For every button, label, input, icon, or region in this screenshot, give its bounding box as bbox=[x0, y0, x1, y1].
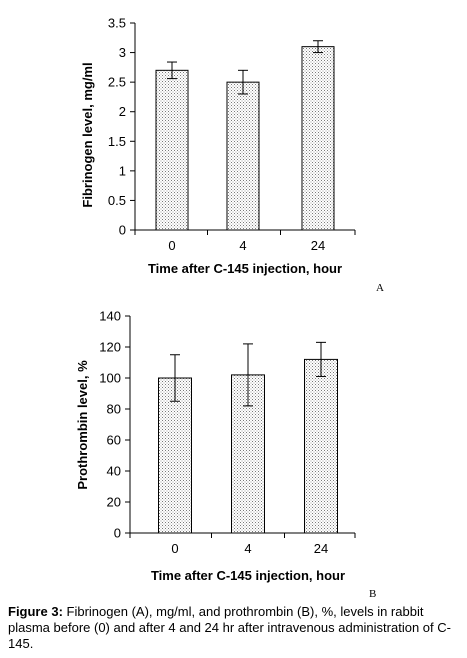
chart-a-xlabel: Time after C-145 injection, hour bbox=[148, 261, 342, 276]
chart-b-x-axis: 0 4 24 bbox=[129, 532, 356, 556]
chart-b-ylabel: Prothrombin level, % bbox=[75, 360, 90, 490]
chart-b: 0 20 40 60 80 100 120 140 0 4 24 Prothrombin leve… bbox=[75, 309, 376, 601]
chart-b-y-tick-label: 120 bbox=[99, 340, 121, 355]
chart-a-x-tick-label: 4 bbox=[239, 238, 246, 253]
chart-b-panel-label: B bbox=[369, 588, 376, 600]
chart-a-x-tick-label: 24 bbox=[311, 238, 325, 253]
chart-b-y-tick-label: 80 bbox=[107, 402, 121, 417]
chart-a-y-tick-label: 2.5 bbox=[108, 75, 126, 90]
chart-a-y-tick-label: 1.5 bbox=[108, 134, 126, 149]
chart-a-y-tick-label: 2 bbox=[119, 104, 126, 119]
figure: 0 0.5 1 1.5 2 2.5 3 3.5 0 4 24 Fibrinogen level, … bbox=[75, 16, 384, 601]
chart-b-y-tick-label: 100 bbox=[99, 371, 121, 386]
chart-a-bar bbox=[226, 81, 260, 231]
chart-a-x-axis: 0 4 24 bbox=[134, 229, 356, 253]
chart-b-bar bbox=[304, 358, 338, 534]
chart-a-y-tick-label: 0 bbox=[119, 223, 126, 238]
chart-a-x-tick-label: 0 bbox=[168, 238, 175, 253]
figure-caption: Figure 3: Fibrinogen (A), mg/ml, and pro… bbox=[8, 604, 460, 652]
chart-b-y-tick-label: 40 bbox=[107, 464, 121, 479]
chart-b-y-tick-label: 140 bbox=[99, 309, 121, 324]
chart-b-x-tick-label: 24 bbox=[314, 541, 328, 556]
chart-a: 0 0.5 1 1.5 2 2.5 3 3.5 0 4 24 Fibrinogen level, … bbox=[80, 16, 384, 295]
chart-b-bars bbox=[158, 341, 338, 534]
chart-b-xlabel: Time after C-145 injection, hour bbox=[151, 568, 345, 583]
chart-a-y-tick-label: 1 bbox=[119, 163, 126, 178]
chart-a-panel-label: A bbox=[376, 282, 384, 294]
chart-b-y-tick-label: 60 bbox=[107, 433, 121, 448]
chart-a-ylabel: Fibrinogen level, mg/ml bbox=[80, 62, 95, 207]
chart-b-x-tick-label: 4 bbox=[244, 541, 251, 556]
chart-a-y-tick-label: 0.5 bbox=[108, 193, 126, 208]
chart-a-bars bbox=[155, 40, 335, 231]
chart-b-bar bbox=[158, 377, 192, 534]
chart-a-y-axis: 0 0.5 1 1.5 2 2.5 3 3.5 bbox=[108, 16, 136, 238]
chart-b-y-tick-label: 0 bbox=[114, 526, 121, 541]
chart-a-y-tick-label: 3 bbox=[119, 45, 126, 60]
chart-b-y-tick-label: 20 bbox=[107, 495, 121, 510]
caption-text: Fibrinogen (A), mg/ml, and prothrombin (… bbox=[8, 604, 451, 651]
chart-a-bar bbox=[155, 69, 189, 231]
caption-label: Figure 3: bbox=[8, 604, 63, 619]
chart-a-y-tick-label: 3.5 bbox=[108, 16, 126, 31]
chart-b-x-tick-label: 0 bbox=[171, 541, 178, 556]
chart-a-bar bbox=[301, 46, 335, 231]
chart-b-y-axis: 0 20 40 60 80 100 120 140 bbox=[99, 309, 131, 541]
